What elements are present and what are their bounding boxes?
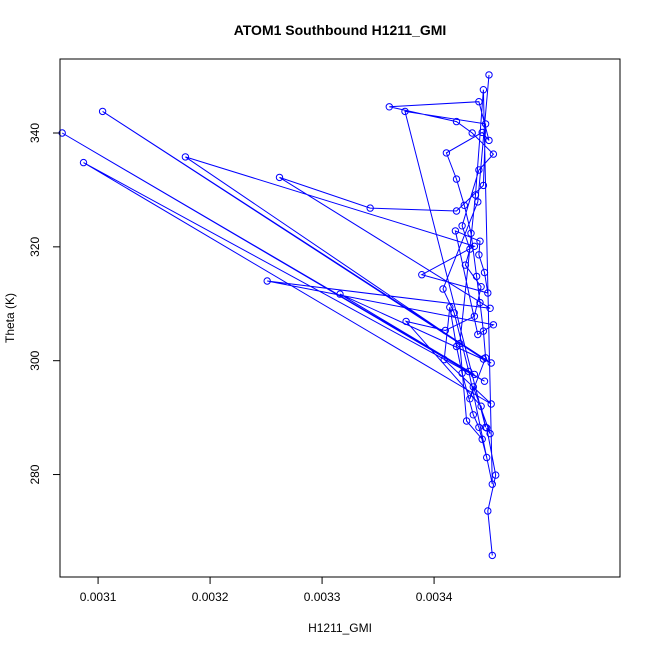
x-tick-label: 0.0033 [304,590,341,604]
data-point [480,268,489,277]
data-point [485,71,493,79]
data-point [263,277,271,285]
data-point [467,229,475,237]
x-axis: 0.0031 0.0032 0.0033 0.0034 [80,577,453,604]
data-point [98,107,107,116]
data-point [470,242,479,251]
data-point [452,117,461,126]
data-point [486,304,494,312]
data-point [465,367,473,376]
y-tick-label: 300 [28,350,42,370]
data-point [401,107,409,116]
x-tick-label: 0.0034 [416,590,453,604]
data-point [336,290,344,298]
data-point [475,251,483,259]
data-point [452,175,461,183]
data-point [418,271,426,279]
data-point [366,204,374,212]
data-point [275,173,284,182]
data-point [462,417,471,425]
data-point [481,120,490,128]
data-point [402,317,410,326]
data-point [79,158,88,167]
data-point [460,201,468,210]
y-tick-label: 340 [28,123,42,143]
x-axis-label: H1211_GMI [308,621,372,635]
data-point [475,423,483,431]
x-tick-label: 0.0032 [192,590,229,604]
data-point [458,369,466,377]
data-point [479,86,488,94]
y-tick-label: 280 [28,464,42,484]
data-point [480,377,489,385]
data-point [466,395,474,403]
data-point [474,330,482,339]
data-point [484,507,492,515]
data-point [452,207,461,215]
data-point [181,153,190,161]
data-point [474,198,482,206]
data-point [441,326,449,335]
data-point [476,298,484,307]
data-point [468,129,476,137]
data-point [461,261,470,269]
data-point [478,128,486,137]
x-tick-label: 0.0031 [80,590,117,604]
data-point [479,181,488,190]
data-point [488,480,496,488]
data-point [485,136,493,145]
y-axis: 280 300 320 340 [28,123,60,485]
series-line [61,74,497,556]
y-tick-label: 320 [28,237,42,257]
data-point [488,551,496,560]
plot-frame [59,58,621,578]
data-point [475,166,483,174]
data-point [469,411,477,419]
data-point [458,222,466,230]
data-point [470,312,479,320]
data-point [479,355,488,363]
data-point [477,283,485,291]
data-point [484,289,492,297]
data-point [451,227,460,235]
data-point [472,272,481,281]
data-point [492,471,500,479]
data-point [385,103,393,111]
data-point [489,321,498,329]
data-point [487,359,495,367]
data-point [440,355,448,364]
data-point [471,191,480,199]
data-point [446,303,454,311]
data-point [478,435,486,443]
y-axis-label: Theta (K) [3,293,17,343]
data-point [483,453,491,462]
data-point [477,402,485,410]
data-point [450,309,458,317]
data-point [479,327,488,335]
data-point [476,237,484,245]
data-point [469,383,477,391]
chart-title: ATOM1 Southbound H1211_GMI [234,22,447,38]
data-point [475,98,483,106]
data-point [489,150,498,158]
data-point [470,370,479,379]
data-point [486,429,494,438]
data-point [456,339,464,348]
data-point [442,149,451,157]
data-point [487,400,495,408]
data-point [439,285,447,293]
